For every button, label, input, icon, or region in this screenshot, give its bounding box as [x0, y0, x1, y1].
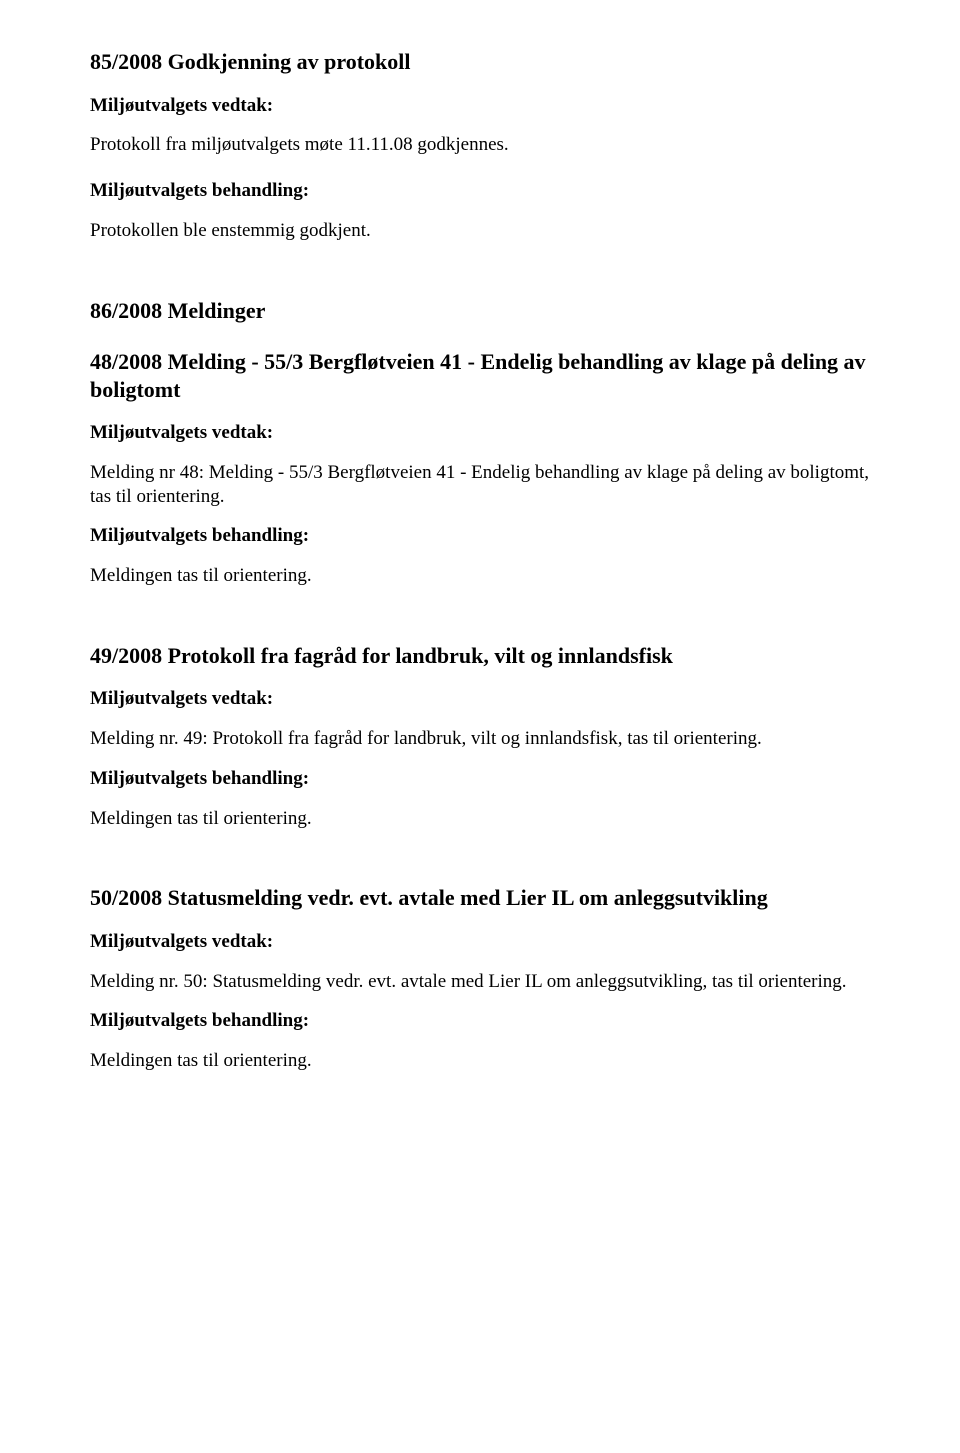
- behandling-label: Miljøutvalgets behandling:: [90, 179, 870, 203]
- subsection-50-2008: 50/2008 Statusmelding vedr. evt. avtale …: [90, 884, 870, 1073]
- behandling-label: Miljøutvalgets behandling:: [90, 524, 870, 548]
- vedtak-body: Melding nr. 50: Statusmelding vedr. evt.…: [90, 970, 870, 994]
- behandling-body: Meldingen tas til orientering.: [90, 1049, 870, 1073]
- subsection-heading: 49/2008 Protokoll fra fagråd for landbru…: [90, 642, 870, 670]
- subsection-heading: 50/2008 Statusmelding vedr. evt. avtale …: [90, 884, 870, 912]
- spacer: [90, 628, 870, 642]
- vedtak-label: Miljøutvalgets vedtak:: [90, 421, 870, 445]
- behandling-body: Protokollen ble enstemmig godkjent.: [90, 219, 870, 243]
- section-title: 86/2008 Meldinger: [90, 297, 870, 325]
- section-85-2008: 85/2008 Godkjenning av protokoll Miljøut…: [90, 48, 870, 243]
- vedtak-body: Melding nr. 49: Protokoll fra fagråd for…: [90, 727, 870, 751]
- vedtak-label: Miljøutvalgets vedtak:: [90, 687, 870, 711]
- behandling-body: Meldingen tas til orientering.: [90, 807, 870, 831]
- spacer: [90, 870, 870, 884]
- behandling-label: Miljøutvalgets behandling:: [90, 1009, 870, 1033]
- vedtak-body: Protokoll fra miljøutvalgets møte 11.11.…: [90, 133, 870, 157]
- vedtak-body: Melding nr 48: Melding - 55/3 Bergfløtve…: [90, 461, 870, 509]
- subsection-heading: 48/2008 Melding - 55/3 Bergfløtveien 41 …: [90, 348, 870, 403]
- section-title: 85/2008 Godkjenning av protokoll: [90, 48, 870, 76]
- behandling-body: Meldingen tas til orientering.: [90, 564, 870, 588]
- vedtak-label: Miljøutvalgets vedtak:: [90, 930, 870, 954]
- subsection-49-2008: 49/2008 Protokoll fra fagråd for landbru…: [90, 642, 870, 831]
- subsection-48-2008: 48/2008 Melding - 55/3 Bergfløtveien 41 …: [90, 348, 870, 588]
- spacer: [90, 283, 870, 297]
- document-page: 85/2008 Godkjenning av protokoll Miljøut…: [0, 0, 960, 1453]
- behandling-label: Miljøutvalgets behandling:: [90, 767, 870, 791]
- vedtak-label: Miljøutvalgets vedtak:: [90, 94, 870, 118]
